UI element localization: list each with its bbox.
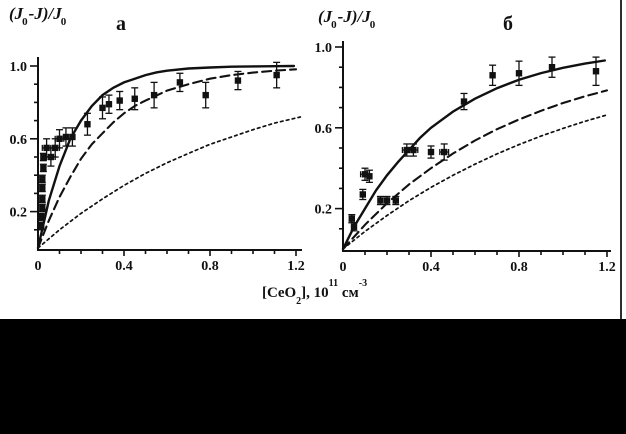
y-tick-label: 1.0 xyxy=(10,60,28,75)
xlabel-text1: [CeO xyxy=(262,285,297,301)
ylabel-a-text2: -J)/J xyxy=(28,4,62,23)
data-point xyxy=(515,70,523,77)
data-point xyxy=(47,153,55,161)
data-point xyxy=(43,144,50,152)
xlabel-sub1: 2 xyxy=(296,296,302,307)
data-point xyxy=(38,222,45,230)
ylabel-b-sub1: 0 xyxy=(331,19,337,32)
data-point xyxy=(350,223,358,230)
figure-right-border xyxy=(620,0,622,319)
data-point xyxy=(52,144,59,152)
xlabel-text2: ], 10 xyxy=(301,285,329,301)
data-point xyxy=(441,148,448,156)
chart-panel-a: 0 0.4 0.8 1.2 0.2 0.6 1.0 xyxy=(10,57,305,274)
y-tick-label: 1.0 xyxy=(315,41,333,56)
data-point xyxy=(150,91,158,99)
ylabel-a-text: (J xyxy=(9,4,24,23)
data-point xyxy=(176,79,184,86)
y-tick-label: 0.6 xyxy=(10,133,28,148)
x-tick-label: 0.4 xyxy=(115,259,133,274)
data-point xyxy=(56,135,63,142)
data-point xyxy=(273,71,280,79)
ylabel-b-sub2: 0 xyxy=(369,19,376,32)
x-tick-label: 0 xyxy=(35,259,42,274)
xlabel-sup1: 11 xyxy=(328,278,339,289)
x-tick-label: 0 xyxy=(340,260,347,275)
ylabel-b-text2: -J)/J xyxy=(337,7,371,26)
data-point xyxy=(489,72,496,79)
x-tick-label: 1.2 xyxy=(287,259,305,274)
y-tick-label: 0.2 xyxy=(315,203,333,218)
data-point xyxy=(403,146,410,154)
x-axis-label: [CeO2], 1011 см-3 xyxy=(262,278,367,307)
fit-curve-solid xyxy=(341,59,606,251)
fit-curve-dotted xyxy=(37,116,302,249)
fit-curve-solid xyxy=(36,64,296,250)
redacted-black-bar xyxy=(0,319,626,434)
data-point xyxy=(105,101,113,108)
fit-curve-dotted xyxy=(342,114,608,250)
chart-panel-b: 0 0.4 0.8 1.2 0.2 0.6 1.0 xyxy=(315,41,616,275)
data-point xyxy=(361,171,369,178)
fit-curve-dashed xyxy=(36,68,298,250)
x-tick-label: 0.4 xyxy=(422,260,440,275)
data-point xyxy=(383,197,391,204)
data-point xyxy=(39,195,46,203)
data-point xyxy=(39,184,46,192)
xlabel-sup2: -3 xyxy=(358,278,368,289)
data-point xyxy=(392,197,399,204)
data-point xyxy=(40,164,47,172)
fit-curve-dashed xyxy=(341,89,609,251)
data-point xyxy=(39,175,46,183)
data-point xyxy=(359,191,366,198)
y-tick-label: 0.6 xyxy=(315,122,333,137)
data-point xyxy=(38,213,45,221)
y-axis-label-b: (J0-J)/J0 xyxy=(318,7,376,32)
data-point xyxy=(69,133,76,141)
data-point xyxy=(348,215,355,222)
ylabel-b-text: (J xyxy=(318,7,333,26)
x-tick-label: 1.2 xyxy=(598,260,616,275)
data-point xyxy=(460,98,468,105)
data-point xyxy=(131,95,138,102)
data-point xyxy=(234,77,242,84)
data-point xyxy=(427,148,435,156)
data-point xyxy=(84,121,91,128)
data-point xyxy=(377,197,384,204)
y-tick-label: 0.2 xyxy=(10,206,28,221)
ylabel-a-sub2: 0 xyxy=(60,16,67,29)
data-point xyxy=(99,104,106,112)
data-point xyxy=(39,204,46,212)
data-point xyxy=(116,97,123,104)
xlabel-text3: см xyxy=(338,285,359,301)
data-point xyxy=(366,173,373,180)
panel-label-a: а xyxy=(116,13,126,35)
ylabel-a-sub1: 0 xyxy=(22,16,28,29)
data-point xyxy=(202,91,209,99)
data-point xyxy=(592,68,600,75)
panel-label-b: б xyxy=(503,13,513,35)
data-point xyxy=(410,146,417,154)
x-tick-label: 0.8 xyxy=(510,260,528,275)
x-tick-label: 0.8 xyxy=(201,259,219,274)
data-point xyxy=(62,133,70,141)
y-axis-label-a: (J0-J)/J0 xyxy=(9,4,67,29)
data-point xyxy=(548,64,556,71)
